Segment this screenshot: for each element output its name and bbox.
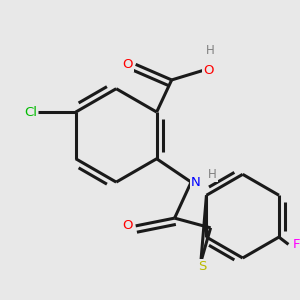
Text: S: S — [199, 260, 207, 273]
Text: H: H — [206, 44, 215, 57]
Text: F: F — [292, 238, 300, 251]
Text: Cl: Cl — [24, 106, 37, 118]
Text: N: N — [191, 176, 201, 189]
Text: O: O — [123, 58, 133, 71]
Text: O: O — [203, 64, 214, 77]
Text: O: O — [123, 219, 133, 232]
Text: H: H — [208, 168, 217, 181]
